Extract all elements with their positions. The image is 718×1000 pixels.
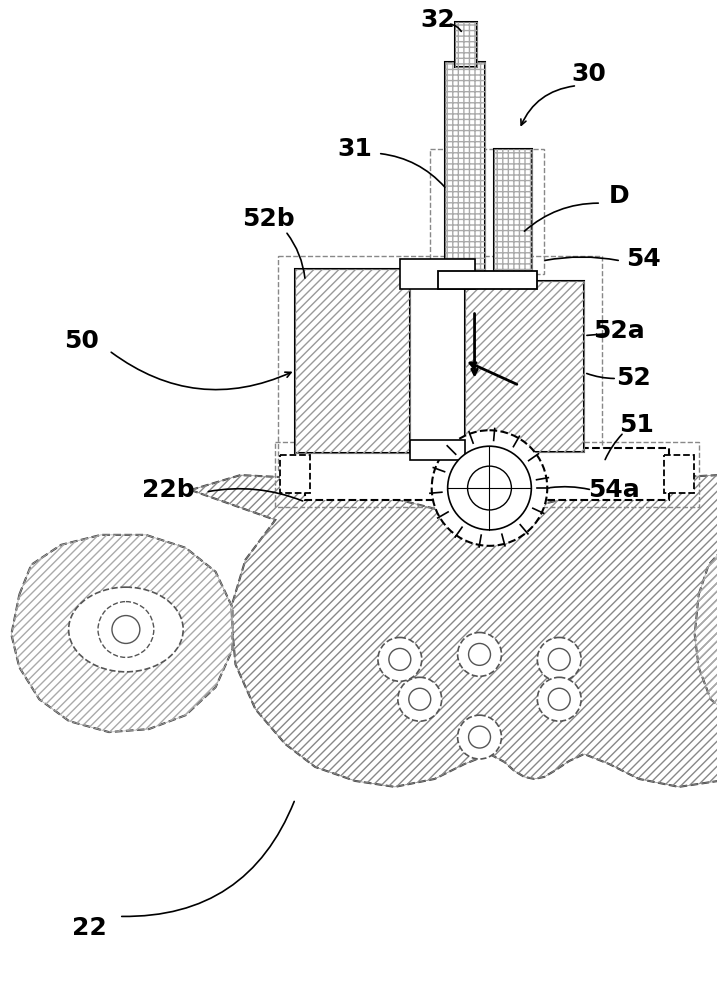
Bar (454, 22, 477, 67)
Bar (495, 149, 532, 284)
Ellipse shape (69, 587, 183, 672)
Text: 52b: 52b (242, 207, 294, 231)
Text: 54: 54 (627, 247, 661, 271)
Circle shape (457, 632, 501, 676)
Text: 22: 22 (72, 916, 106, 940)
Bar (280, 455, 310, 493)
Text: 22b: 22b (142, 478, 195, 502)
Bar (465, 281, 584, 452)
Bar (305, 448, 668, 500)
Bar (279, 256, 602, 470)
Bar (295, 269, 410, 453)
Circle shape (378, 637, 421, 681)
Bar (664, 455, 694, 493)
Circle shape (537, 637, 581, 681)
Circle shape (98, 602, 154, 657)
Text: 54a: 54a (588, 478, 640, 502)
Circle shape (469, 643, 490, 665)
Circle shape (467, 466, 511, 510)
Polygon shape (191, 475, 718, 787)
Bar (438, 271, 537, 289)
Bar (400, 259, 475, 289)
Text: 52: 52 (617, 366, 651, 390)
Text: 51: 51 (620, 413, 654, 437)
Polygon shape (11, 535, 233, 732)
Bar (495, 149, 532, 284)
Bar (295, 269, 410, 453)
Bar (275, 442, 699, 507)
Text: 32: 32 (420, 8, 455, 32)
Text: 31: 31 (337, 137, 373, 161)
Circle shape (469, 726, 490, 748)
Bar (444, 62, 485, 281)
Bar (430, 149, 544, 274)
Circle shape (447, 446, 531, 530)
Circle shape (409, 688, 431, 710)
Text: 30: 30 (572, 62, 607, 86)
Circle shape (112, 616, 140, 643)
Bar (465, 281, 584, 452)
Circle shape (537, 677, 581, 721)
Circle shape (389, 648, 411, 670)
Bar (410, 440, 465, 460)
Text: 50: 50 (64, 329, 98, 353)
Circle shape (457, 715, 501, 759)
Circle shape (432, 430, 547, 546)
Polygon shape (695, 533, 718, 730)
Circle shape (549, 688, 570, 710)
Circle shape (398, 677, 442, 721)
Circle shape (549, 648, 570, 670)
Bar (444, 62, 485, 281)
Bar (454, 22, 477, 67)
Text: 52a: 52a (593, 319, 645, 343)
Text: D: D (609, 184, 629, 208)
